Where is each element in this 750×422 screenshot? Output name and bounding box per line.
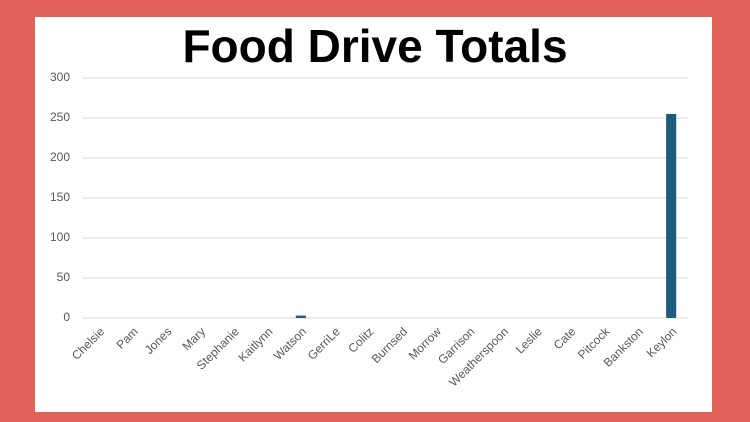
y-tick-label: 250 <box>50 110 70 124</box>
y-tick-label: 150 <box>50 190 70 204</box>
y-tick-label: 200 <box>50 150 70 164</box>
bar <box>666 114 677 318</box>
y-tick-label: 100 <box>50 230 70 244</box>
y-tick-label: 300 <box>50 70 70 84</box>
y-tick-label: 50 <box>57 270 71 284</box>
chart-panel <box>35 17 712 412</box>
chart-title: Food Drive Totals <box>182 20 567 72</box>
y-tick-label: 0 <box>63 310 70 324</box>
bar <box>295 315 306 318</box>
